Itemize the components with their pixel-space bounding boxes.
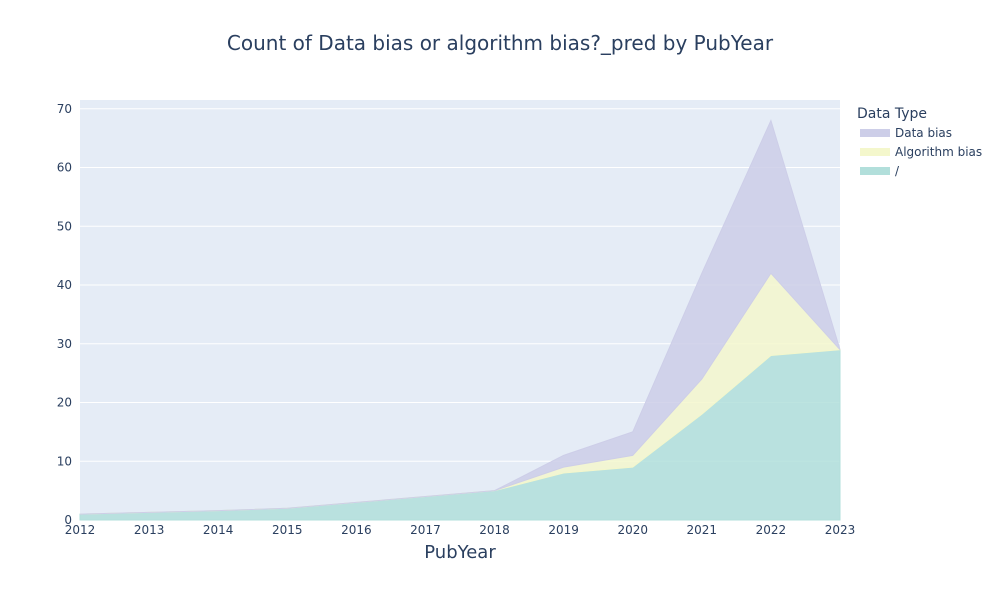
x-tick-label: 2023 (825, 523, 856, 537)
x-axis-ticks: 2012 2013 2014 2015 2016 2017 2018 2019 2020 2021… (65, 523, 856, 537)
y-tick-label: 10 (57, 454, 72, 468)
y-tick-label: 70 (57, 102, 72, 116)
x-tick-label: 2017 (410, 523, 441, 537)
gridlines (80, 108, 840, 462)
legend: Data Type Data bias Algorithm bias / (857, 106, 982, 178)
x-tick-label: 2014 (203, 523, 234, 537)
legend-label: Algorithm bias (895, 145, 982, 159)
y-axis-ticks: 0 10 20 30 40 50 60 70 (57, 102, 72, 527)
y-tick-label: 20 (57, 396, 72, 410)
x-tick-label: 2016 (341, 523, 372, 537)
x-tick-label: 2012 (65, 523, 96, 537)
y-tick-label: 50 (57, 219, 72, 233)
x-tick-label: 2020 (617, 523, 648, 537)
x-tick-label: 2022 (756, 523, 787, 537)
legend-swatch (860, 129, 890, 137)
x-axis-title: PubYear (424, 542, 496, 563)
y-tick-label: 0 (64, 513, 72, 527)
chart-title: Count of Data bias or algorithm bias?_pr… (227, 31, 774, 55)
x-tick-label: 2013 (134, 523, 165, 537)
x-tick-label: 2015 (272, 523, 303, 537)
y-tick-label: 30 (57, 337, 72, 351)
legend-swatch (860, 167, 890, 175)
x-tick-label: 2019 (548, 523, 579, 537)
area-series (79, 119, 842, 521)
legend-label: Data bias (895, 126, 952, 140)
legend-title: Data Type (857, 106, 927, 122)
area-series-2 (79, 119, 841, 515)
y-tick-label: 40 (57, 278, 72, 292)
x-tick-label: 2021 (687, 523, 718, 537)
x-tick-label: 2018 (479, 523, 510, 537)
legend-label: / (895, 164, 900, 178)
y-tick-label: 60 (57, 161, 72, 175)
legend-swatch (860, 148, 890, 156)
